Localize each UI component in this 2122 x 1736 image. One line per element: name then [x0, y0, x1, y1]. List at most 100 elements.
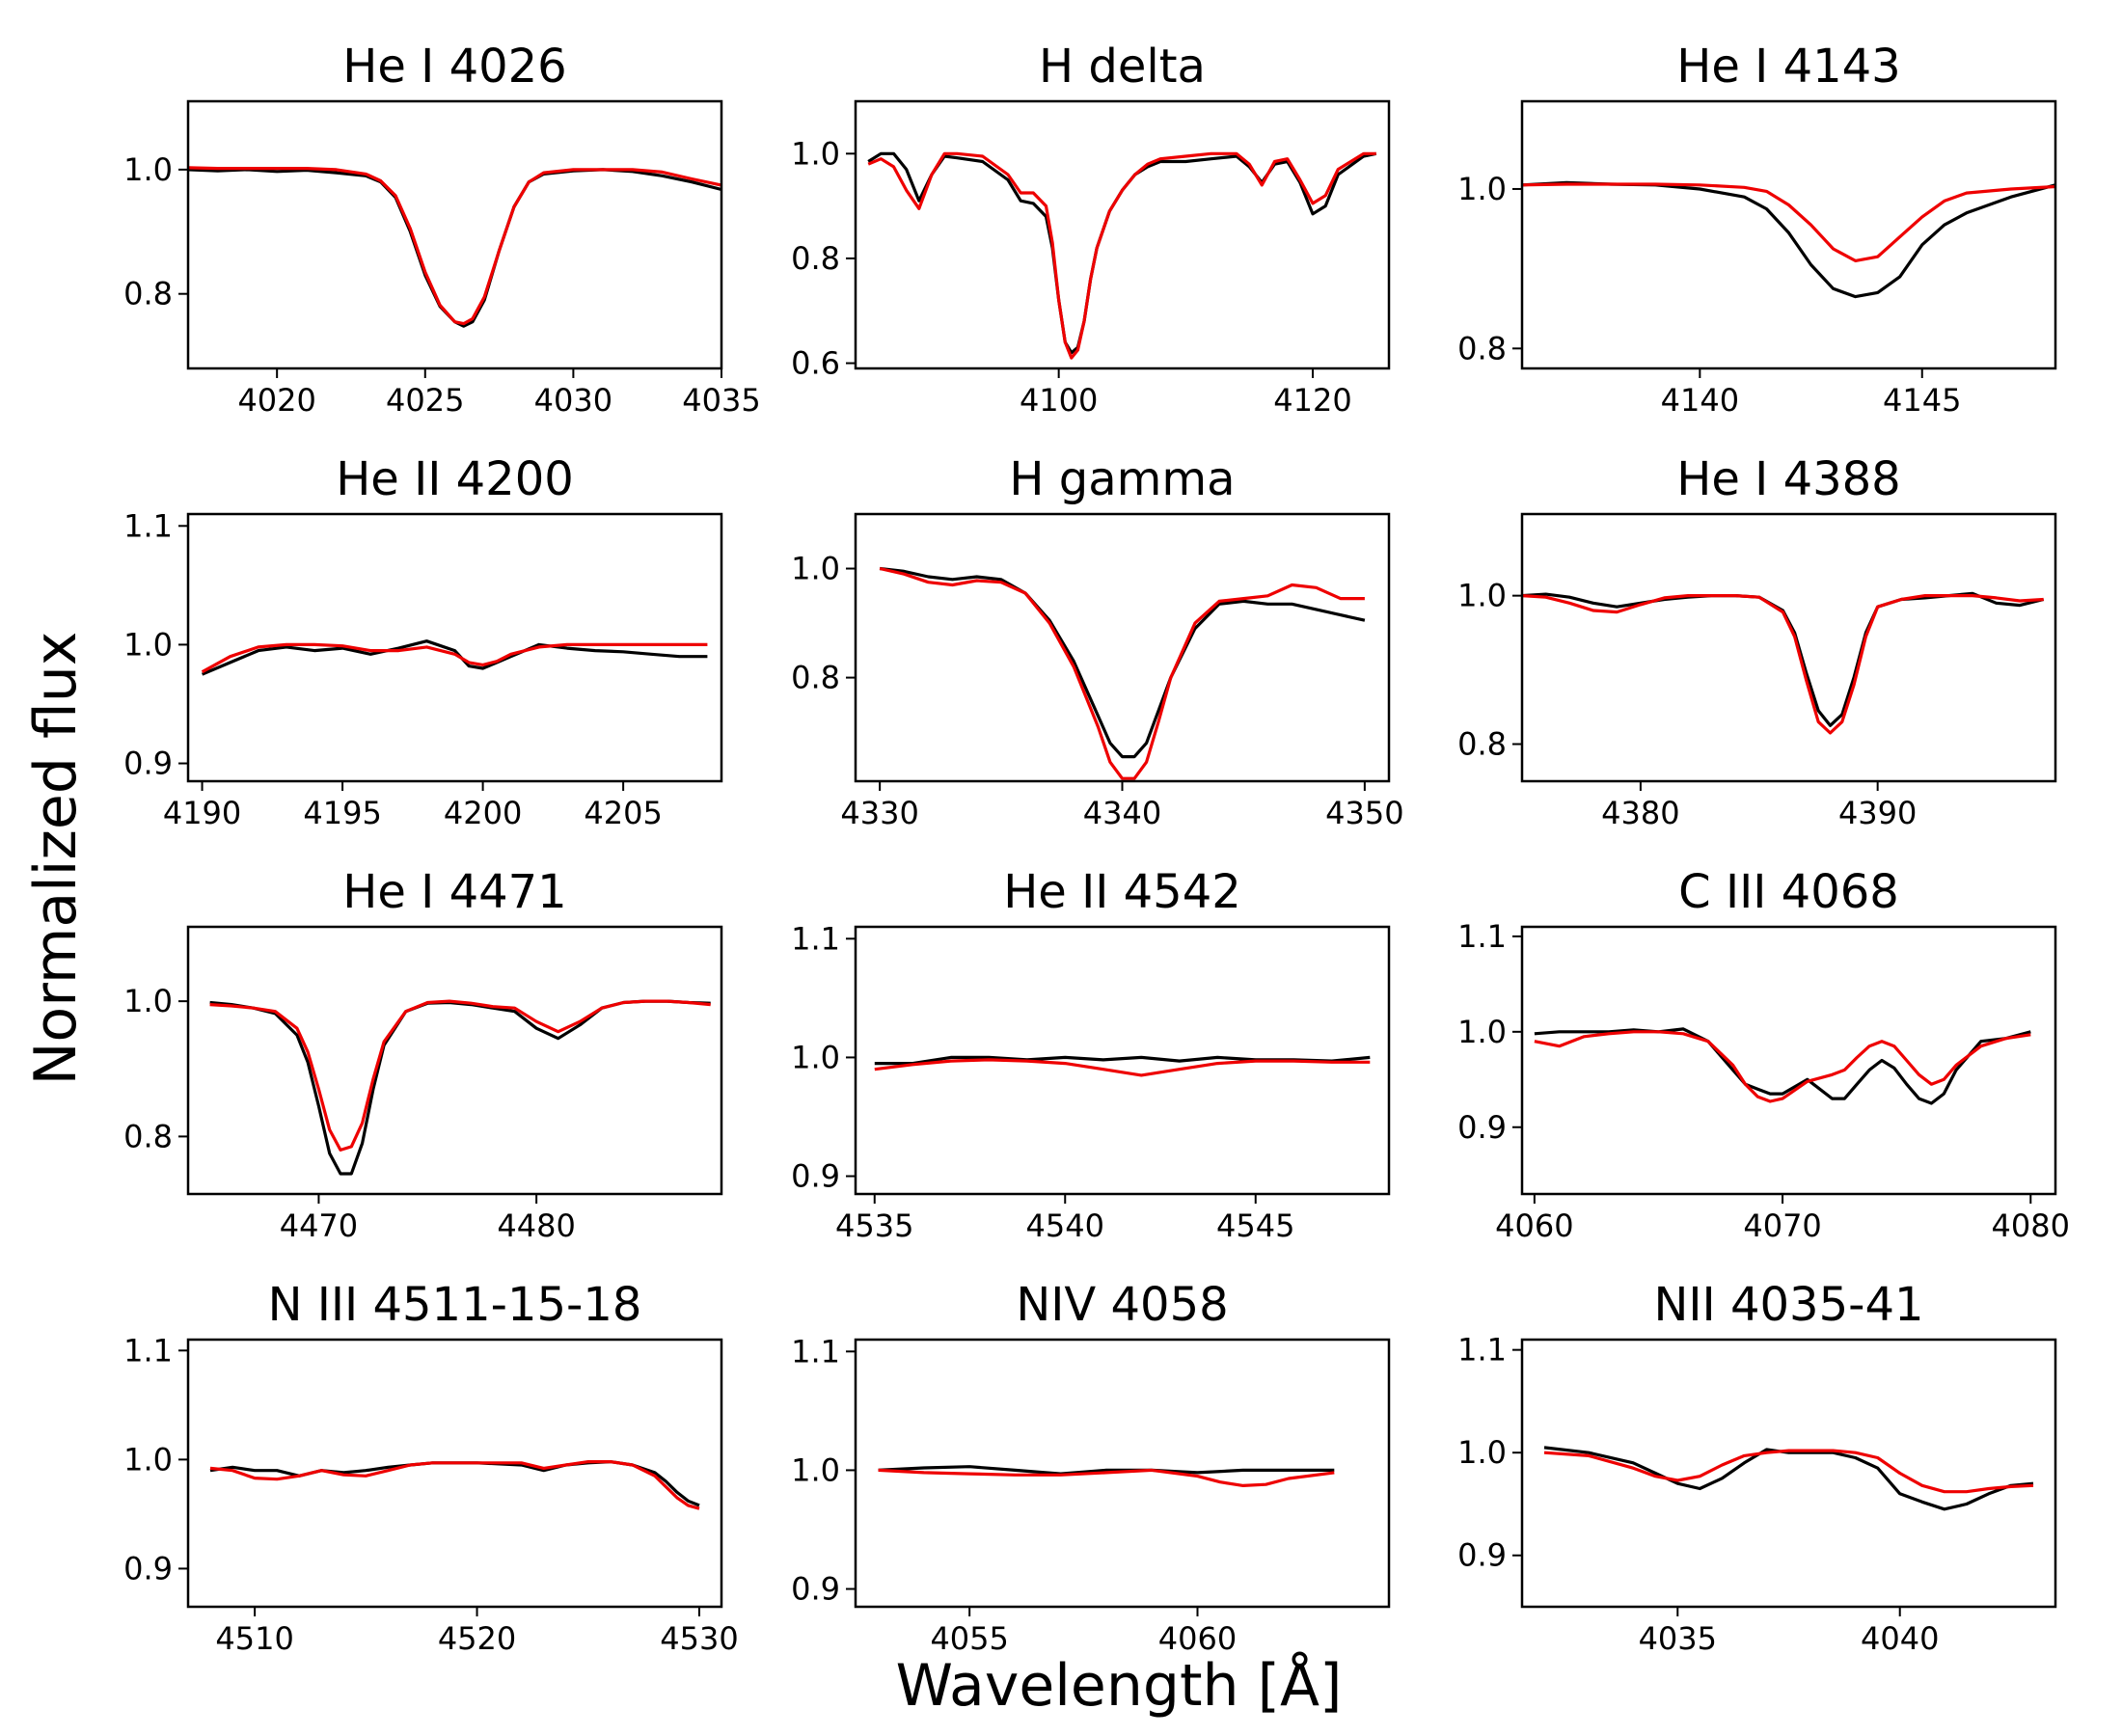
panel-10: N III 4511-15-18 4510 4520 4530 0.9 1.0 1.1 — [123, 1278, 739, 1657]
x-tick-label: 4060 — [1495, 1207, 1573, 1244]
panel-frame — [186, 99, 723, 370]
panel-2: H delta 4100 4120 0.6 0.8 1.0 — [791, 40, 1391, 419]
model-spectrum-line — [867, 151, 1376, 360]
y-tick-label: 1.0 — [123, 983, 173, 1019]
y-tick-label: 1.1 — [123, 507, 173, 544]
x-tick-label: 4060 — [1158, 1620, 1237, 1657]
y-tick-label: 1.0 — [791, 551, 840, 587]
y-tick-label: 0.8 — [791, 660, 840, 696]
panel-grid: He I 4026 4020 4025 4030 4035 0.8 1.0 H delta 41… — [123, 40, 2070, 1657]
y-tick-label: 0.8 — [1457, 330, 1507, 366]
x-tick-label: 4140 — [1661, 382, 1739, 419]
y-tick-label: 0.9 — [1457, 1109, 1507, 1146]
y-tick-label: 0.9 — [1457, 1537, 1507, 1574]
model-spectrum-line — [209, 999, 711, 1153]
x-tick-label: 4025 — [386, 382, 464, 419]
panel-5: H gamma 4330 4340 4350 0.8 1.0 — [791, 452, 1403, 831]
panel-8: He II 4542 4535 4540 4545 0.9 1.0 1.1 — [791, 865, 1391, 1244]
x-tick-label: 4040 — [1861, 1620, 1939, 1657]
x-tick-label: 4470 — [280, 1207, 358, 1244]
model-spectrum-line — [878, 1468, 1335, 1488]
x-tick-label: 4020 — [237, 382, 315, 419]
panel-title: H gamma — [1009, 452, 1235, 506]
panel-title: He I 4143 — [1676, 40, 1900, 94]
y-tick-label: 0.9 — [123, 1550, 173, 1587]
model-spectrum-line — [1534, 1030, 2031, 1103]
model-spectrum-line — [874, 1058, 1371, 1077]
panel-frame — [854, 925, 1391, 1196]
y-axis-title: Normalized flux — [22, 632, 90, 1086]
panel-title: He II 4542 — [1003, 865, 1241, 919]
panel-4: He II 4200 4190 4195 4200 4205 0.9 1.0 1.1 — [123, 452, 723, 831]
y-tick-label: 0.6 — [791, 345, 840, 382]
y-tick-label: 0.8 — [123, 276, 173, 312]
observed-spectrum-line — [867, 151, 1377, 355]
model-spectrum-line — [1522, 593, 2044, 735]
y-tick-label: 1.1 — [1457, 1332, 1507, 1369]
panel-7: He I 4471 4470 4480 0.8 1.0 — [123, 865, 723, 1244]
panel-title: H delta — [1039, 40, 1206, 94]
observed-spectrum-line — [1543, 1446, 2034, 1511]
x-tick-label: 4145 — [1883, 382, 1961, 419]
y-tick-label: 1.0 — [123, 626, 173, 663]
y-tick-label: 1.0 — [1457, 171, 1507, 207]
y-tick-label: 1.0 — [1457, 578, 1507, 614]
model-spectrum-line — [188, 166, 721, 326]
model-spectrum-line — [201, 642, 708, 674]
panel-frame — [854, 512, 1391, 783]
panel-title: NIV 4058 — [1016, 1278, 1228, 1332]
panel-title: He II 4200 — [336, 452, 574, 506]
y-tick-label: 1.1 — [791, 1333, 840, 1370]
x-tick-label: 4545 — [1216, 1207, 1294, 1244]
panel-6: He I 4388 4380 4390 0.8 1.0 — [1457, 452, 2057, 831]
panel-frame — [186, 512, 723, 783]
observed-spectrum-line — [209, 999, 711, 1176]
x-tick-label: 4120 — [1273, 382, 1351, 419]
model-spectrum-line — [1522, 182, 2055, 262]
y-tick-label: 0.9 — [791, 1571, 840, 1608]
x-tick-label: 4035 — [1639, 1620, 1717, 1657]
y-tick-label: 0.9 — [123, 746, 173, 782]
panel-frame — [854, 1338, 1391, 1609]
model-spectrum-line — [879, 566, 1365, 780]
y-tick-label: 1.0 — [791, 1039, 840, 1075]
panel-3: He I 4143 4140 4145 0.8 1.0 — [1457, 40, 2057, 419]
panel-frame — [186, 925, 723, 1196]
panel-frame — [854, 99, 1391, 370]
x-tick-label: 4195 — [303, 795, 381, 831]
x-tick-label: 4035 — [682, 382, 760, 419]
panel-frame — [1520, 925, 2057, 1196]
y-tick-label: 1.1 — [123, 1332, 173, 1369]
x-tick-label: 4205 — [584, 795, 662, 831]
x-axis-title: Wavelength [Å] — [896, 1651, 1343, 1720]
y-tick-label: 0.8 — [123, 1118, 173, 1154]
y-tick-label: 1.0 — [1457, 1014, 1507, 1050]
y-tick-label: 0.8 — [1457, 726, 1507, 763]
x-tick-label: 4520 — [438, 1620, 516, 1657]
panel-frame — [1520, 99, 2057, 370]
y-tick-label: 1.0 — [791, 135, 840, 172]
observed-spectrum-line — [1522, 180, 2055, 299]
panel-1: He I 4026 4020 4025 4030 4035 0.8 1.0 — [123, 40, 761, 419]
x-tick-label: 4080 — [1992, 1207, 2070, 1244]
x-tick-label: 4390 — [1838, 795, 1917, 831]
x-tick-label: 4530 — [660, 1620, 738, 1657]
panel-frame — [186, 1338, 723, 1609]
panel-title: He I 4471 — [342, 865, 566, 919]
x-tick-label: 4070 — [1743, 1207, 1821, 1244]
x-tick-label: 4480 — [497, 1207, 575, 1244]
y-tick-label: 1.1 — [791, 920, 840, 957]
y-tick-label: 0.9 — [791, 1158, 840, 1195]
model-spectrum-line — [209, 1459, 700, 1510]
x-tick-label: 4200 — [444, 795, 522, 831]
x-tick-label: 4510 — [215, 1620, 293, 1657]
y-tick-label: 1.0 — [123, 151, 173, 188]
y-tick-label: 0.8 — [791, 240, 840, 277]
panel-title: C III 4068 — [1678, 865, 1899, 919]
y-tick-label: 1.1 — [1457, 918, 1507, 955]
x-tick-label: 4055 — [930, 1620, 1008, 1657]
observed-spectrum-line — [209, 1459, 700, 1507]
panel-title: He I 4388 — [1676, 452, 1900, 506]
panel-frame — [1520, 1338, 2057, 1609]
